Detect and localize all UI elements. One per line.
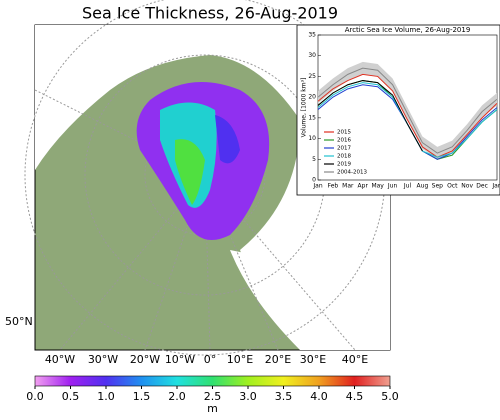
colorbar-tick-label: 0.5 — [62, 390, 80, 403]
legend-label: 2004-2013 — [337, 170, 367, 176]
y-tick-label: 20 — [308, 94, 316, 101]
colorbar-tick-label: 0.0 — [26, 390, 44, 403]
sea-ice — [215, 115, 240, 164]
inset-chart: Arctic Sea Ice Volume, 26-Aug-2019 Volume… — [296, 24, 500, 196]
x-tick-label: Jul — [403, 183, 412, 190]
lon-label: 40°E — [342, 353, 368, 366]
ocean — [230, 250, 340, 350]
colorbar-tick-label: 3.0 — [239, 390, 257, 403]
lon-label: 10°E — [227, 353, 253, 366]
colorbar-tick-label: 1.5 — [133, 390, 151, 403]
legend-label: 2015 — [337, 130, 351, 136]
colorbar — [34, 375, 391, 387]
x-tick-label: Jun — [387, 183, 398, 190]
colorbar-tick-label: 4.5 — [346, 390, 364, 403]
colorbar-tick-label: 3.5 — [275, 390, 293, 403]
legend-label: 2019 — [337, 162, 351, 168]
x-tick-label: May — [371, 183, 384, 190]
colorbar-unit: m — [207, 402, 218, 415]
colorbar-tick-label: 2.0 — [168, 390, 186, 403]
lon-label: 20°E — [265, 353, 291, 366]
colorbar-tick-label: 2.5 — [204, 390, 222, 403]
y-tick-label: 15 — [308, 114, 316, 121]
y-tick-label: 0 — [312, 177, 316, 184]
x-tick-label: Jan — [312, 183, 322, 190]
y-tick-label: 5 — [312, 156, 316, 163]
x-tick-label: Feb — [328, 183, 339, 190]
lat-label: 50°N — [5, 315, 33, 328]
legend-label: 2016 — [337, 138, 351, 144]
legend-label: 2017 — [337, 146, 351, 152]
lon-label: 0° — [204, 353, 217, 366]
colorbar-tick-label: 1.0 — [97, 390, 115, 403]
x-tick-label: Sep — [432, 183, 444, 190]
lon-label: 30°E — [300, 353, 326, 366]
x-tick-label: Dec — [476, 183, 488, 190]
y-axis-label: Volume, [1000 km³] — [301, 78, 308, 138]
x-tick-label: Mar — [342, 183, 354, 190]
lon-label: 40°W — [45, 353, 75, 366]
figure-title: Sea Ice Thickness, 26-Aug-2019 — [82, 4, 338, 23]
lon-label: 20°W — [130, 353, 160, 366]
x-tick-label: Apr — [358, 183, 369, 190]
series-line — [317, 67, 498, 154]
chart-title: Arctic Sea Ice Volume, 26-Aug-2019 — [345, 26, 471, 34]
y-tick-label: 25 — [308, 73, 316, 80]
x-tick-label: Nov — [461, 183, 473, 190]
mean-range-band — [318, 61, 497, 160]
y-tick-label: 35 — [308, 32, 316, 39]
sea-ice — [175, 139, 205, 205]
lon-label: 10°W — [165, 353, 195, 366]
y-tick-label: 30 — [308, 52, 316, 59]
series-line — [317, 73, 498, 158]
y-tick-label: 10 — [308, 135, 316, 142]
x-tick-label: Aug — [417, 183, 429, 190]
lon-label: 30°W — [88, 353, 118, 366]
x-tick-label: Oct — [447, 183, 458, 190]
colorbar-tick-label: 5.0 — [381, 390, 399, 403]
series-line — [317, 80, 423, 152]
x-tick-label: Jan — [491, 183, 500, 190]
colorbar-tick-label: 4.0 — [310, 390, 328, 403]
legend-label: 2018 — [337, 154, 351, 160]
